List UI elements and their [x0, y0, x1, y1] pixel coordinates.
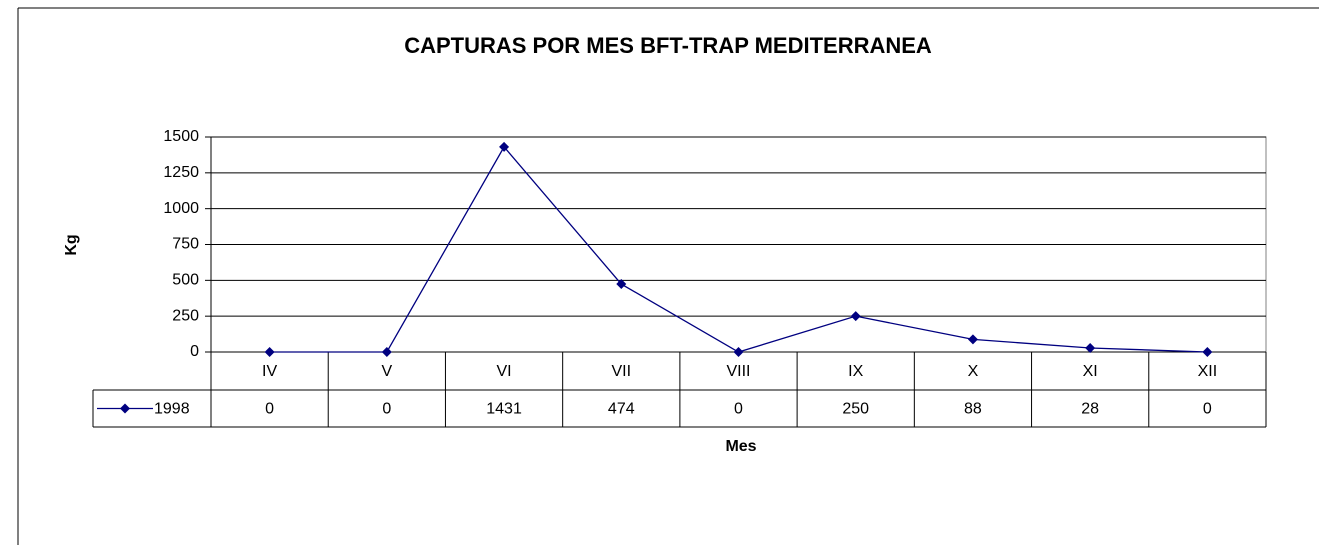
y-axis-label: Kg	[63, 234, 80, 255]
marker	[499, 141, 510, 152]
y-tick-label: 1000	[163, 200, 199, 217]
table-value: 0	[734, 401, 743, 418]
x-tick-label: X	[968, 363, 979, 380]
x-tick-label: VIII	[726, 363, 750, 380]
table-value: 0	[382, 401, 391, 418]
marker	[264, 347, 275, 357]
marker	[733, 347, 744, 357]
table-value: 0	[265, 401, 274, 418]
table-value: 1431	[486, 401, 522, 418]
y-tick-label: 750	[172, 236, 199, 253]
x-tick-label: XII	[1198, 363, 1218, 380]
marker	[850, 311, 861, 322]
x-tick-label: IV	[262, 363, 277, 380]
y-tick-label: 500	[172, 272, 199, 289]
x-tick-label: IX	[848, 363, 863, 380]
x-tick-label: XI	[1083, 363, 1098, 380]
y-tick-label: 0	[190, 343, 199, 360]
table-value: 28	[1081, 401, 1099, 418]
marker	[1085, 342, 1096, 353]
x-tick-label: VII	[611, 363, 631, 380]
table-value: 474	[608, 401, 635, 418]
legend-marker	[120, 403, 130, 414]
chart-title: CAPTURAS POR MES BFT-TRAP MEDITERRANEA	[404, 33, 932, 58]
table-value: 250	[842, 401, 869, 418]
table-value: 88	[964, 401, 982, 418]
marker	[616, 279, 627, 290]
marker	[381, 347, 392, 357]
marker	[967, 334, 978, 345]
legend-label: 1998	[154, 401, 190, 418]
y-tick-label: 1500	[163, 128, 199, 145]
x-axis-label: Mes	[725, 438, 756, 455]
y-tick-label: 250	[172, 307, 199, 324]
table-value: 0	[1203, 401, 1212, 418]
x-tick-label: V	[381, 363, 392, 380]
x-tick-label: VI	[496, 363, 511, 380]
marker	[1202, 347, 1213, 357]
y-tick-label: 1250	[163, 164, 199, 181]
